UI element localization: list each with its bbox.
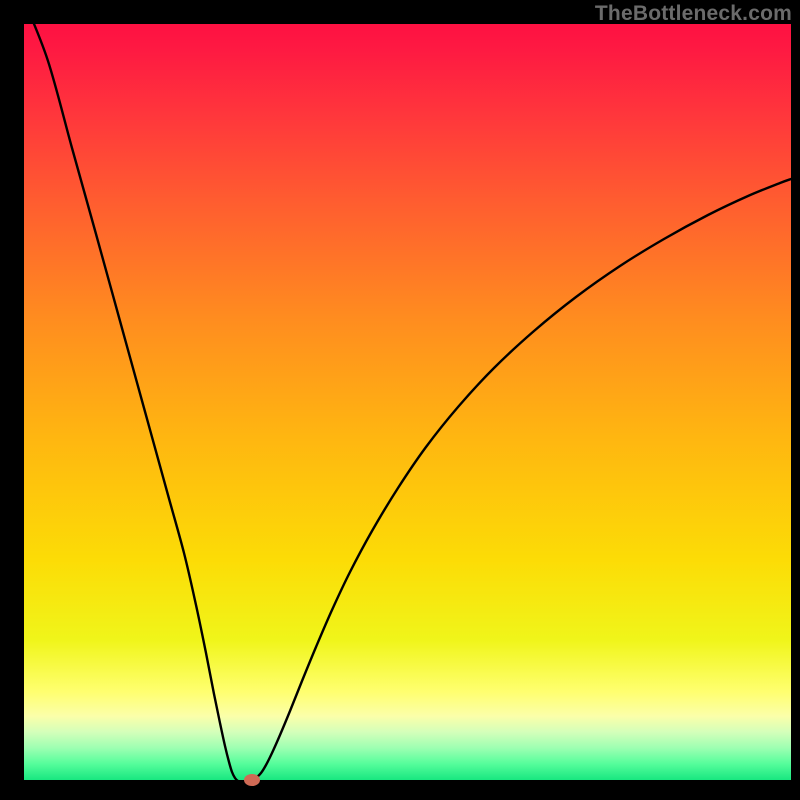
watermark-text: TheBottleneck.com [595,2,792,26]
gradient-background [0,0,800,800]
bottleneck-chart: TheBottleneck.com [0,0,800,800]
frame-left [0,0,24,800]
frame-right [791,0,800,800]
optimum-marker [244,774,260,786]
frame-bottom [0,780,800,800]
